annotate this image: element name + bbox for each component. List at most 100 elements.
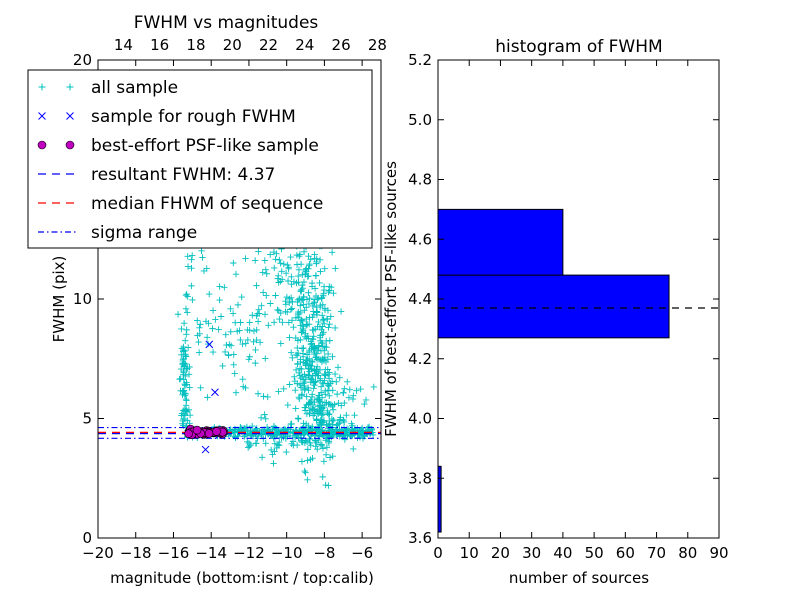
all-sample-point <box>309 335 316 343</box>
all-sample-point <box>270 422 278 430</box>
legend-label: best-effort PSF-like sample <box>91 136 319 156</box>
all-sample-point <box>309 401 317 409</box>
all-sample-point <box>344 378 351 386</box>
all-sample-point <box>338 402 345 409</box>
all-sample-point <box>358 430 365 437</box>
all-sample-point <box>195 338 202 346</box>
all-sample-point <box>309 412 317 419</box>
all-sample-point <box>345 394 353 401</box>
all-sample-point <box>286 381 293 388</box>
all-sample-point <box>309 391 316 398</box>
all-sample-point <box>197 384 204 392</box>
histogram-bar <box>437 274 670 339</box>
legend: all sample sample for rough FWHM best-effo… <box>27 69 373 249</box>
all-sample-point <box>180 359 188 367</box>
all-sample-point <box>306 400 313 407</box>
all-sample-point <box>180 387 188 394</box>
all-sample-point <box>304 476 311 484</box>
all-sample-point <box>182 395 190 403</box>
all-sample-point <box>320 458 328 465</box>
all-sample-point <box>253 326 260 334</box>
all-sample-point <box>313 308 321 315</box>
all-sample-point <box>313 258 320 266</box>
legend-box <box>27 69 373 249</box>
all-sample-point <box>310 311 318 318</box>
all-sample-point <box>336 374 343 381</box>
all-sample-point <box>344 431 351 439</box>
all-sample-point <box>197 321 204 328</box>
y-tick-label: 5 <box>82 410 92 428</box>
scatter-ylabel: FWHM (pix) <box>50 256 68 343</box>
all-sample-point <box>236 327 243 334</box>
all-sample-point <box>246 442 253 450</box>
all-sample-point <box>227 305 234 312</box>
x-tick-label: −20 <box>82 544 114 562</box>
all-sample-point <box>290 442 297 449</box>
all-sample-point <box>244 444 252 451</box>
legend-label: sigma range <box>91 223 197 243</box>
legend-marker <box>66 112 74 120</box>
all-sample-point <box>323 421 330 428</box>
all-sample-point <box>275 307 283 314</box>
histogram-y-ticks: 3.6 3.8 4.0 4.2 4.4 4.6 4.8 5.0 5.2 <box>408 51 719 547</box>
all-sample-point <box>277 260 284 267</box>
all-sample-point <box>275 279 282 286</box>
x-tick-label: −8 <box>313 544 335 562</box>
all-sample-point <box>325 425 332 432</box>
all-sample-point <box>333 390 341 398</box>
all-sample-point <box>294 344 301 352</box>
all-sample-point <box>179 387 186 395</box>
all-sample-point <box>350 445 357 453</box>
all-sample-point <box>292 314 300 322</box>
all-sample-point <box>238 425 246 432</box>
all-sample-point <box>322 358 330 366</box>
all-sample-point <box>253 336 260 344</box>
all-sample-point <box>274 275 282 282</box>
all-sample-point <box>317 383 325 390</box>
all-sample-point <box>254 318 262 325</box>
all-sample-point <box>253 282 260 289</box>
all-sample-point <box>294 380 301 387</box>
all-sample-point <box>262 355 269 362</box>
x-tick-label: 50 <box>585 544 604 562</box>
all-sample-point <box>227 328 234 335</box>
all-sample-point <box>295 272 302 280</box>
all-sample-point <box>298 345 306 352</box>
all-sample-point <box>296 395 303 403</box>
all-sample-point <box>215 326 222 333</box>
all-sample-point <box>276 438 283 446</box>
all-sample-point <box>326 417 333 425</box>
all-sample-point <box>351 411 358 419</box>
all-sample-point <box>309 358 316 366</box>
all-sample-point <box>311 255 318 262</box>
all-sample-point <box>180 367 187 375</box>
all-sample-point <box>306 368 313 375</box>
all-sample-point <box>257 414 265 422</box>
all-sample-point <box>284 401 292 409</box>
all-sample-point <box>319 473 326 481</box>
all-sample-point <box>258 302 265 309</box>
all-sample-point <box>188 256 195 263</box>
all-sample-point <box>319 409 326 417</box>
all-sample-point <box>306 362 314 369</box>
all-sample-point <box>296 317 304 324</box>
all-sample-point <box>189 252 196 259</box>
all-sample-point <box>319 379 326 387</box>
legend-label: resultant FWHM: 4.37 <box>91 165 275 185</box>
all-sample-point <box>295 394 303 401</box>
y-tick-label: 20 <box>73 51 92 69</box>
all-sample-point <box>184 309 191 316</box>
all-sample-point <box>242 340 249 347</box>
all-sample-point <box>300 420 307 427</box>
all-sample-point <box>267 251 274 258</box>
all-sample-point <box>320 316 327 323</box>
all-sample-point <box>322 481 329 489</box>
all-sample-point <box>295 415 302 423</box>
psf-sample-point <box>204 429 214 438</box>
all-sample-point <box>280 385 287 393</box>
legend-label: median FHWM of sequence <box>91 194 323 214</box>
all-sample-point <box>255 248 262 255</box>
scatter-hlines <box>98 426 381 439</box>
all-sample-point <box>265 322 272 329</box>
all-sample-point <box>212 316 219 323</box>
